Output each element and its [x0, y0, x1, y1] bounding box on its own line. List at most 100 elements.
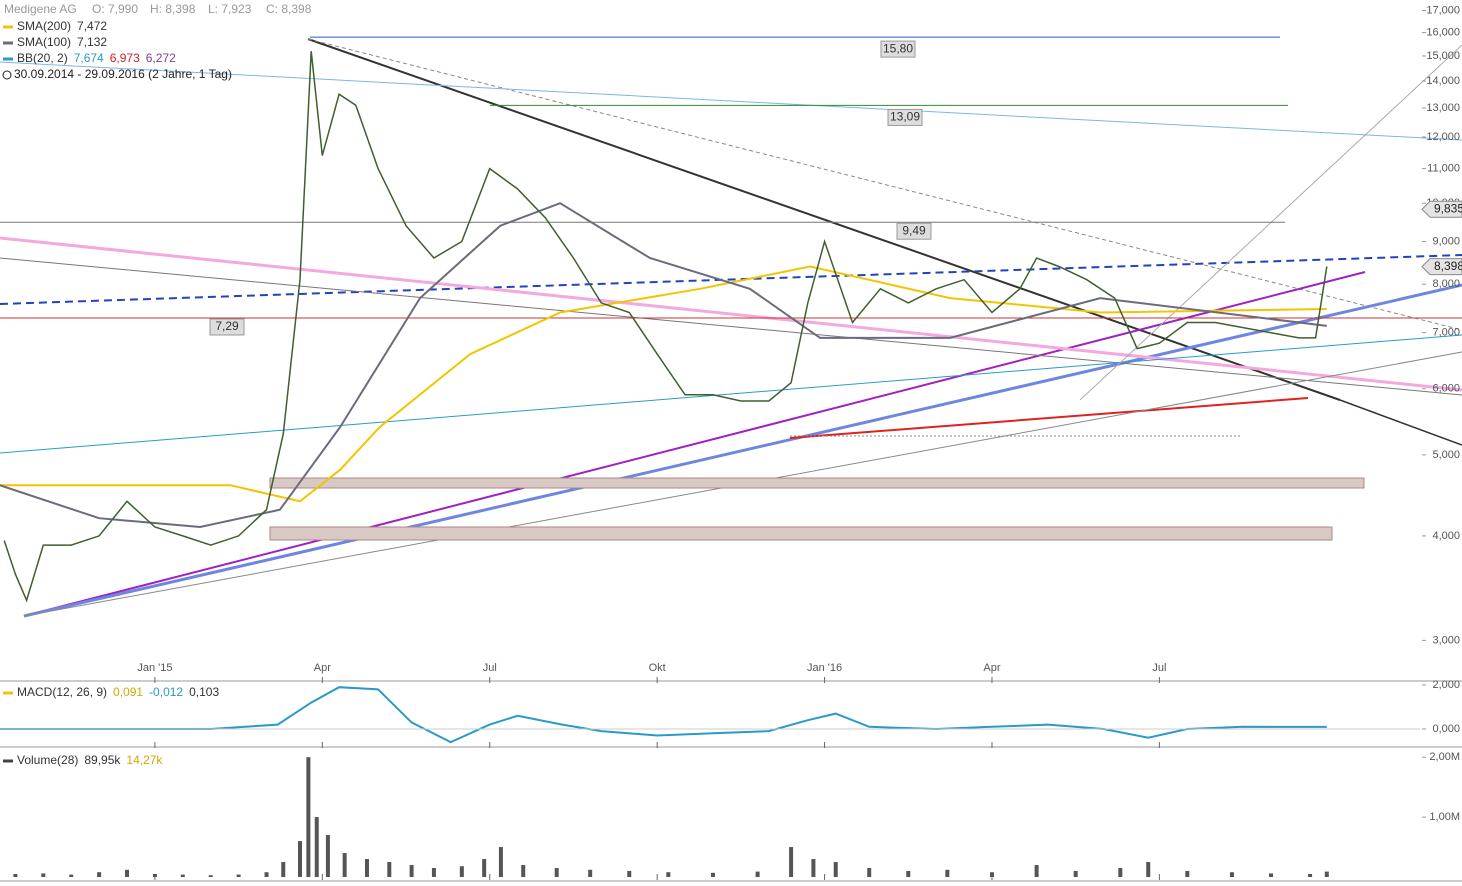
- chart-title: Medigene AG: [4, 2, 77, 16]
- volume-bar: [264, 872, 269, 877]
- volume-bar: [41, 873, 46, 877]
- indicator-line: [0, 202, 1327, 529]
- volume-bar: [459, 866, 464, 877]
- legend-value: 14,27k: [126, 753, 163, 767]
- volume-bar: [409, 865, 414, 877]
- volume-bar: [906, 871, 911, 877]
- legend-value: -0,012: [149, 685, 183, 699]
- volume-bar: [306, 757, 311, 877]
- trend-lines: [0, 38, 1462, 618]
- legend-label: SMA(200): [17, 19, 71, 33]
- y-tick-label: 17,000: [1426, 4, 1460, 16]
- volume-bar: [1324, 871, 1329, 877]
- volume-bar: [666, 872, 671, 877]
- level-label: 7,29: [215, 319, 239, 333]
- price-line: [3, 51, 1328, 603]
- x-tick-label: Apr: [983, 662, 1000, 674]
- legend-swatch: [3, 25, 13, 29]
- ohlc-value: C: 8,398: [266, 2, 312, 16]
- volume-bar: [627, 871, 632, 877]
- price-tag: [1421, 200, 1462, 218]
- y-tick-label: 5,000: [1432, 449, 1460, 461]
- level-box: [896, 222, 932, 240]
- legend-swatch: [3, 759, 13, 763]
- x-tick-label: Okt: [649, 662, 666, 674]
- x-tick-label: Jul: [483, 662, 497, 674]
- ohlc-value: L: 7,923: [208, 2, 252, 16]
- volume-bar: [1308, 874, 1313, 877]
- volume-bar: [521, 865, 526, 877]
- y-tick-label: 4,000: [1432, 530, 1460, 542]
- volume-bar: [97, 872, 102, 877]
- volume-bar: [989, 872, 994, 877]
- legend-value: 7,472: [77, 19, 107, 33]
- price-tag: [1421, 258, 1462, 276]
- volume-bar: [789, 847, 794, 877]
- y-tick-label: 9,000: [1432, 235, 1460, 247]
- level-label: 15,80: [883, 41, 913, 55]
- legend-value: 6,272: [146, 51, 176, 65]
- price-tag-label: 8,398: [1434, 259, 1462, 273]
- legend-value: 0,091: [113, 685, 143, 699]
- legend-value: 89,95k: [84, 753, 121, 767]
- y-tick-label: 16,000: [1426, 26, 1460, 38]
- y-tick-label: 8,000: [1432, 278, 1460, 290]
- legend-label: Volume(28): [17, 753, 78, 767]
- level-label: 13,09: [890, 110, 920, 124]
- y-tick-label: 3,000: [1432, 634, 1460, 646]
- y-tick-label: 12,000: [1426, 131, 1460, 143]
- volume-bar: [945, 869, 950, 877]
- y-tick-label: 15,000: [1426, 50, 1460, 62]
- legend-swatch: [3, 57, 13, 61]
- volume-bar: [69, 874, 74, 877]
- level-box: [880, 40, 916, 58]
- volume-bar: [554, 868, 559, 877]
- volume-bar: [152, 874, 157, 877]
- level-box: [209, 318, 245, 336]
- volume-bar: [833, 862, 838, 877]
- legend-swatch: [3, 41, 13, 45]
- legend-value: 0,103: [189, 685, 219, 699]
- legend-value: 7,674: [74, 51, 104, 65]
- volume-bar: [1034, 865, 1039, 877]
- volume-bar: [867, 868, 872, 877]
- volume-bar: [236, 874, 241, 877]
- volume-bar: [180, 874, 185, 877]
- y-tick-label: 2,000: [1432, 679, 1460, 691]
- volume-bar: [298, 841, 303, 877]
- volume-bar: [1185, 871, 1190, 877]
- y-tick-label: 11,000: [1427, 163, 1460, 175]
- volume-bar: [342, 853, 347, 877]
- x-tick-label: Jan '15: [137, 662, 172, 674]
- volume-bar: [1073, 871, 1078, 877]
- volume-bar: [498, 847, 503, 877]
- volume-bar: [314, 817, 319, 877]
- legend-swatch: [3, 691, 13, 695]
- volume-bar: [1269, 873, 1274, 877]
- volume-bar: [387, 862, 392, 877]
- y-tick-label: 1,00M: [1429, 811, 1460, 823]
- price-tag-label: 9,835: [1434, 201, 1462, 215]
- x-tick-label: Jan '16: [807, 662, 842, 674]
- volume-bar: [482, 859, 487, 877]
- volume-bar: [811, 859, 816, 877]
- level-box: [887, 108, 923, 126]
- date-range: 30.09.2014 - 29.09.2016 (2 Jahre, 1 Tag): [14, 67, 232, 81]
- volume-bar: [125, 869, 130, 877]
- volume-bar: [710, 872, 715, 877]
- volume-bar: [588, 869, 593, 877]
- x-tick-label: Apr: [314, 662, 331, 674]
- volume-bar: [364, 859, 369, 877]
- level-label: 9,49: [902, 223, 926, 237]
- ohlc-value: O: 7,990: [92, 2, 138, 16]
- clock-icon: [2, 70, 12, 80]
- y-tick-label: 0,000: [1432, 723, 1460, 735]
- legend-label: SMA(100): [17, 35, 71, 49]
- x-tick-label: Jul: [1152, 662, 1166, 674]
- volume-bar: [281, 862, 286, 877]
- volume-bar: [755, 871, 760, 877]
- volume-bar: [13, 874, 18, 877]
- y-tick-label: 7,000: [1432, 327, 1460, 339]
